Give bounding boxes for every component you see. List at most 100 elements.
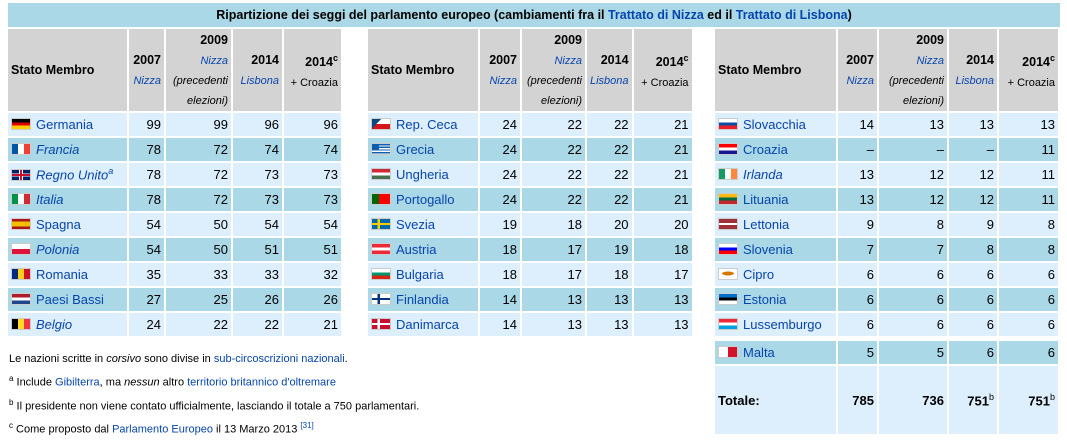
header-state: Stato Membro (8, 29, 127, 111)
seats-cell: 33 (166, 263, 231, 286)
country-cell: Bulgaria (368, 263, 478, 286)
link-gibilterra[interactable]: Gibilterra (55, 376, 100, 389)
country-cell: Germania (8, 113, 127, 136)
country-link[interactable]: Regno Unito (36, 167, 109, 183)
header-state: Stato Membro (368, 29, 478, 111)
flag-lv-icon (718, 218, 738, 230)
seats-cell: 18 (480, 263, 520, 286)
table-row: Irlanda 13 12 12 11 (715, 163, 1058, 186)
country-cell: Finlandia (368, 288, 478, 311)
link-trattato-lisbona[interactable]: Trattato di Lisbona (735, 8, 848, 22)
table-row: Polonia 54 50 51 51 (8, 238, 341, 261)
seats-cell: 96 (284, 113, 341, 136)
seats-cell: 22 (166, 313, 231, 336)
header-2014-croazia: 2014c + Croazia (999, 29, 1058, 111)
reference-31[interactable]: [31] (300, 421, 314, 431)
flag-ie-icon (718, 168, 738, 180)
country-link[interactable]: Croazia (743, 142, 788, 157)
country-link[interactable]: Austria (396, 242, 437, 257)
seats-cell: 73 (233, 188, 282, 211)
seats-cell: 13 (999, 113, 1058, 136)
seats-cell: 25 (166, 288, 231, 311)
seats-cell: 22 (233, 313, 282, 336)
country-link[interactable]: Romania (36, 267, 89, 282)
seats-cell: 21 (633, 138, 692, 161)
country-cell: Grecia (368, 138, 478, 161)
seats-cell: 13 (522, 313, 585, 336)
table-row: Slovenia 7 7 8 8 (715, 238, 1058, 261)
link-sub-circoscrizioni[interactable]: sub-circoscrizioni nazionali (213, 353, 345, 365)
country-cell: Ungheria (368, 163, 478, 186)
country-link[interactable]: Portogallo (396, 192, 455, 207)
seats-cell: 18 (587, 263, 632, 286)
country-link[interactable]: Danimarca (396, 317, 459, 332)
country-link[interactable]: Spagna (36, 217, 81, 232)
seats-cell: – (949, 138, 997, 161)
country-link[interactable]: Bulgaria (396, 267, 444, 282)
seats-cell: 12 (949, 163, 997, 186)
country-link[interactable]: Ungheria (396, 167, 449, 182)
country-link[interactable]: Francia (36, 142, 80, 157)
seats-cell: 14 (480, 288, 520, 311)
seats-cell: 11 (999, 138, 1058, 161)
seats-cell: 22 (522, 113, 585, 136)
note-c: c Come proposto dal Parlamento Europeo i… (9, 421, 314, 436)
country-link[interactable]: Slovenia (743, 242, 793, 257)
table-row: Estonia 6 6 6 6 (715, 288, 1058, 311)
country-link[interactable]: Estonia (743, 292, 787, 307)
table-row: Lituania 13 12 12 11 (715, 188, 1058, 211)
seats-cell: 99 (166, 113, 231, 136)
seats-cell: 6 (949, 341, 997, 364)
link-territorio-britannico[interactable]: territorio britannico d'oltremare (187, 376, 336, 389)
country-cell: Austria (368, 238, 478, 261)
seats-cell: 20 (587, 213, 632, 236)
header-row: Stato Membro 2007 Nizza 2009 Nizza (precede… (368, 29, 692, 111)
country-link[interactable]: Grecia (396, 142, 435, 157)
country-link[interactable]: Lituania (743, 192, 789, 207)
country-link[interactable]: Malta (743, 345, 775, 360)
country-link[interactable]: Lettonia (743, 217, 790, 232)
flag-es-icon (11, 218, 31, 230)
seats-cell: 11 (999, 163, 1058, 186)
country-link[interactable]: Lussemburgo (743, 317, 822, 332)
country-link[interactable]: Slovacchia (743, 117, 806, 132)
country-link[interactable]: Finlandia (396, 292, 449, 307)
seats-cell: 22 (587, 188, 632, 211)
country-link[interactable]: Italia (36, 192, 64, 207)
link-parlamento-europeo[interactable]: Parlamento Europeo (112, 423, 213, 436)
country-link[interactable]: Germania (36, 117, 94, 132)
table-row: Bulgaria 18 17 18 17 (368, 263, 692, 286)
table-row: Germania 99 99 96 96 (8, 113, 341, 136)
total-cell: 736 (879, 366, 947, 434)
country-link[interactable]: Polonia (36, 242, 80, 257)
country-link[interactable]: Rep. Ceca (396, 117, 458, 132)
flag-hr-icon (718, 143, 738, 155)
seats-cell: 13 (838, 163, 877, 186)
table-row: Lettonia 9 8 9 8 (715, 213, 1058, 236)
seats-cell: 11 (999, 188, 1058, 211)
note-a: a Include Gibilterra, ma nessun altro te… (9, 374, 336, 389)
header-2007: 2007 Nizza (129, 29, 164, 111)
flag-si-icon (718, 243, 738, 255)
flag-sk-icon (718, 118, 738, 130)
country-link[interactable]: Svezia (396, 217, 436, 232)
seats-cell: 6 (949, 288, 997, 311)
seats-cell: 18 (480, 238, 520, 261)
country-link[interactable]: Belgio (36, 317, 73, 332)
flag-se-icon (371, 218, 391, 230)
country-cell: Lettonia (715, 213, 836, 236)
seats-cell: 5 (879, 341, 947, 364)
seats-cell: 72 (166, 138, 231, 161)
seats-cell: 78 (129, 188, 164, 211)
country-link[interactable]: Cipro (743, 267, 775, 282)
country-link[interactable]: Irlanda (743, 167, 783, 182)
seats-cell: 8 (879, 213, 947, 236)
country-link[interactable]: Paesi Bassi (36, 292, 104, 307)
country-cell: Cipro (715, 263, 836, 286)
link-trattato-nizza[interactable]: Trattato di Nizza (607, 8, 704, 22)
seats-cell: 19 (587, 238, 632, 261)
flag-ee-icon (718, 293, 738, 305)
seats-cell: 18 (522, 213, 585, 236)
flag-mt-icon (718, 346, 738, 358)
flag-de-icon (11, 118, 31, 130)
